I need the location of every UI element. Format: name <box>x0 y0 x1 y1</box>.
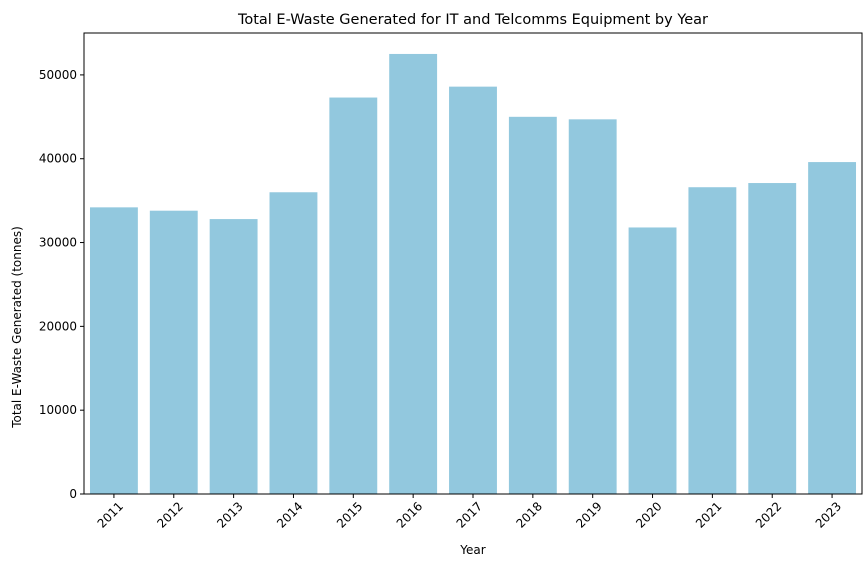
x-tick-label: 2023 <box>813 499 844 530</box>
x-tick-label: 2014 <box>274 499 305 530</box>
bar-2023 <box>808 162 857 494</box>
bar-2019 <box>568 119 617 494</box>
y-tick-label: 40000 <box>39 152 77 166</box>
plot-frame <box>83 32 863 495</box>
bar-2011 <box>89 207 138 495</box>
x-tick-label: 2015 <box>334 499 365 530</box>
y-axis-label: Total E-Waste Generated (tonnes) <box>10 226 24 429</box>
bar-2015 <box>329 97 378 494</box>
bar-2017 <box>449 86 497 494</box>
x-axis-ticks: 2011 2012 2013 2014 2015 2016 2017 2018 2019 2020… <box>95 494 844 531</box>
x-tick-label: 2018 <box>513 499 544 530</box>
x-tick-label: 2012 <box>154 499 185 530</box>
x-axis-label: Year <box>459 543 485 557</box>
bar-2014 <box>269 192 318 494</box>
bar-2020 <box>628 227 677 494</box>
chart-title: Total E-Waste Generated for IT and Telco… <box>237 12 708 28</box>
bar-2012 <box>149 210 198 494</box>
x-tick-label: 2019 <box>573 499 604 530</box>
y-axis-ticks: 0 10000 20000 30000 40000 50000 <box>39 68 84 501</box>
y-tick-label: 20000 <box>39 319 77 333</box>
bar-2018 <box>508 116 557 495</box>
x-tick-label: 2020 <box>633 499 664 530</box>
x-tick-label: 2022 <box>753 499 784 530</box>
y-tick-label: 10000 <box>39 403 77 417</box>
x-tick-label: 2017 <box>454 499 485 530</box>
y-tick-label: 0 <box>69 487 77 501</box>
bar-2021 <box>688 187 737 494</box>
bar-2016 <box>389 53 438 495</box>
x-tick-label: 2021 <box>693 499 724 530</box>
x-tick-label: 2016 <box>394 499 425 530</box>
x-tick-label: 2011 <box>95 499 126 530</box>
bar-2022 <box>748 183 797 494</box>
y-tick-label: 50000 <box>39 68 77 82</box>
bars-group <box>89 53 857 495</box>
bar-2013 <box>209 219 258 495</box>
y-tick-label: 30000 <box>39 236 77 250</box>
x-tick-label: 2013 <box>214 499 245 530</box>
